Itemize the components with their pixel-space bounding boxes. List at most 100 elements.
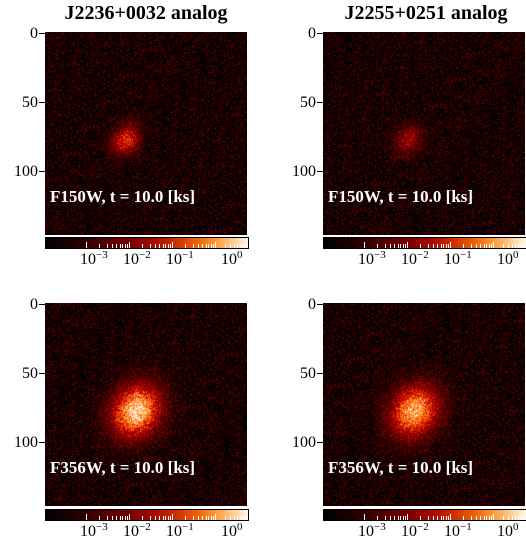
colorbar-minor-tick: [462, 244, 464, 248]
colorbar-tick-label: 100: [497, 521, 519, 540]
colorbar-minor-tick: [523, 516, 525, 520]
colorbar-minor-tick: [432, 516, 434, 520]
colorbar-minor-tick: [470, 244, 472, 248]
colorbar-minor-tick: [106, 244, 108, 248]
colorbar-tick-label: 10−2: [123, 249, 151, 268]
colorbar-minor-tick: [521, 516, 523, 520]
colorbar-minor-tick: [197, 244, 199, 248]
colorbar: [45, 237, 249, 249]
colorbar: [323, 509, 526, 521]
colorbar-tick-label: 10−2: [123, 521, 151, 540]
colorbar-minor-tick: [384, 244, 386, 248]
colorbar-minor-tick: [239, 244, 241, 248]
colorbar-minor-tick: [149, 244, 151, 248]
colorbar-minor-tick: [154, 244, 156, 248]
colorbar-major-tick: [129, 514, 130, 520]
y-tick-label: 100: [14, 434, 38, 451]
colorbar-minor-tick: [192, 516, 194, 520]
colorbar-minor-tick: [448, 244, 449, 248]
colorbar-tick-label: 10−3: [358, 249, 386, 268]
colorbar-minor-tick: [122, 516, 124, 520]
colorbar-tick-label: 10−1: [444, 521, 472, 540]
colorbar-minor-tick: [520, 244, 521, 248]
colorbar-minor-tick: [162, 516, 164, 520]
image-panel-f150w-right: F150W, t = 10.0 [ks]: [323, 32, 525, 235]
colorbar-minor-tick: [243, 516, 245, 520]
colorbar-minor-tick: [400, 244, 402, 248]
colorbar-minor-tick: [512, 516, 514, 520]
colorbar-minor-tick: [106, 516, 108, 520]
y-tick-label: 50: [22, 365, 38, 382]
colorbar-major-tick: [450, 514, 451, 520]
colorbar-minor-tick: [245, 516, 247, 520]
colorbar-minor-tick: [440, 244, 442, 248]
colorbar-minor-tick: [141, 516, 143, 520]
panel-label: F356W, t = 10.0 [ks]: [328, 458, 474, 477]
colorbar-major-tick: [172, 514, 173, 520]
colorbar-minor-tick: [512, 244, 514, 248]
y-tick-mark: [39, 442, 45, 443]
colorbar-minor-tick: [443, 244, 445, 248]
colorbar-minor-tick: [483, 516, 485, 520]
colorbar-minor-tick: [400, 516, 402, 520]
colorbar-minor-tick: [141, 244, 143, 248]
colorbar-major-tick: [493, 514, 494, 520]
colorbar-minor-tick: [523, 244, 525, 248]
y-tick-label: 100: [14, 163, 38, 180]
colorbar-minor-tick: [508, 516, 510, 520]
y-tick-mark: [317, 33, 323, 34]
colorbar-minor-tick: [167, 244, 169, 248]
colorbar-minor-tick: [402, 516, 404, 520]
colorbar-minor-tick: [230, 516, 232, 520]
y-tick-mark: [39, 171, 45, 172]
y-tick-mark: [39, 304, 45, 305]
colorbar-minor-tick: [242, 244, 243, 248]
colorbar-minor-tick: [202, 244, 204, 248]
colorbar-minor-tick: [384, 516, 386, 520]
y-tick-label: 50: [22, 94, 38, 111]
colorbar-minor-tick: [184, 516, 186, 520]
colorbar-major-tick: [493, 242, 494, 248]
colorbar-minor-tick: [213, 244, 214, 248]
colorbar-minor-tick: [419, 516, 421, 520]
colorbar-minor-tick: [210, 244, 212, 248]
colorbar-minor-tick: [376, 516, 378, 520]
colorbar-minor-tick: [515, 244, 517, 248]
colorbar-minor-tick: [192, 244, 194, 248]
colorbar-minor-tick: [486, 516, 488, 520]
colorbar-minor-tick: [475, 516, 477, 520]
colorbar-minor-tick: [237, 516, 239, 520]
colorbar-minor-tick: [98, 244, 100, 248]
colorbar-minor-tick: [224, 516, 226, 520]
colorbar-minor-tick: [127, 244, 128, 248]
colorbar-minor-tick: [491, 244, 492, 248]
y-tick-label: 0: [308, 296, 316, 313]
colorbar-minor-tick: [397, 516, 399, 520]
colorbar-minor-tick: [124, 244, 126, 248]
y-tick-mark: [317, 102, 323, 103]
colorbar-minor-tick: [149, 516, 151, 520]
colorbar-minor-tick: [486, 244, 488, 248]
colorbar-minor-tick: [502, 244, 504, 248]
colorbar-minor-tick: [208, 516, 210, 520]
colorbar-tick-label: 10−1: [444, 249, 472, 268]
colorbar-minor-tick: [488, 244, 490, 248]
colorbar-minor-tick: [475, 244, 477, 248]
colorbar-minor-tick: [167, 516, 169, 520]
colorbar-minor-tick: [389, 516, 391, 520]
colorbar-minor-tick: [119, 244, 121, 248]
colorbar-tick-label: 10−2: [401, 521, 429, 540]
image-canvas: [45, 303, 247, 506]
colorbar-minor-tick: [405, 244, 406, 248]
colorbar-minor-tick: [488, 516, 490, 520]
y-tick-label: 50: [300, 94, 316, 111]
colorbar-major-tick: [407, 242, 408, 248]
colorbar-minor-tick: [427, 516, 429, 520]
column-title-left: J2236+0032 analog: [64, 2, 228, 24]
image-canvas: [323, 303, 525, 506]
colorbar-minor-tick: [239, 516, 241, 520]
colorbar-major-tick: [364, 242, 365, 248]
colorbar-minor-tick: [127, 516, 128, 520]
colorbar-minor-tick: [205, 516, 207, 520]
colorbar-minor-tick: [119, 516, 121, 520]
